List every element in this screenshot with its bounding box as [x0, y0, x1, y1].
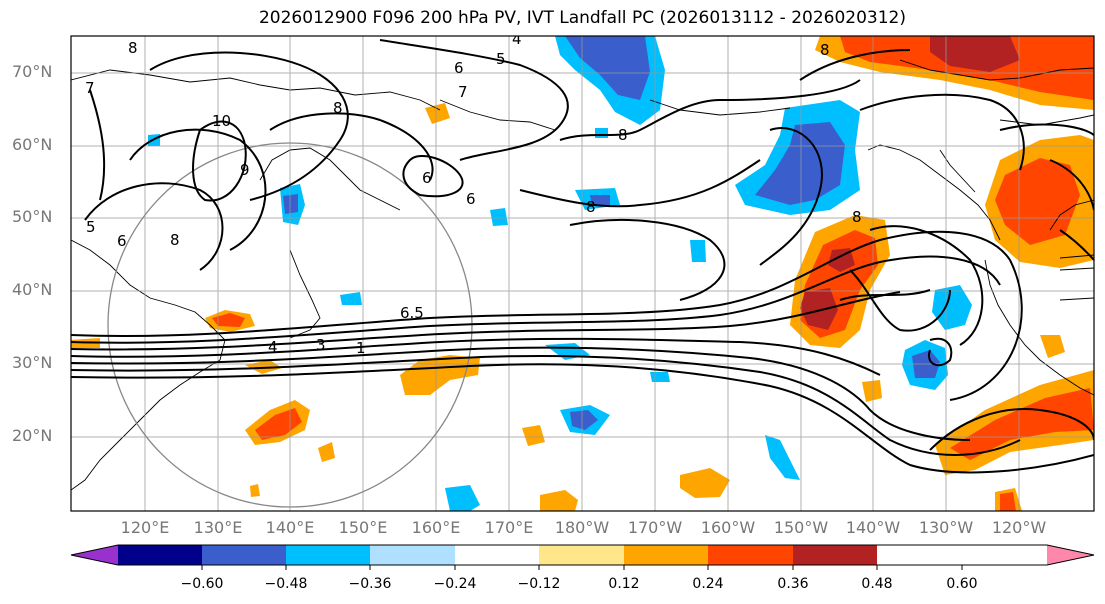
colorbar-bin: [370, 545, 455, 565]
colorbar-bin: [708, 545, 793, 565]
colorbar-tick-label: −0.48: [264, 576, 308, 592]
colorbar-bin: [286, 545, 370, 565]
contour-label: 8: [852, 208, 862, 226]
contour-label: 6: [117, 232, 127, 250]
contour-label: 6.5: [400, 304, 424, 322]
lon-label: 130°E: [193, 518, 243, 537]
contour-label: 8: [820, 41, 830, 59]
lat-label: 60°N: [12, 135, 53, 154]
positive-anomaly-fills: [71, 36, 1094, 511]
figure-title: 2026012900 F096 200 hPa PV, IVT Landfall…: [258, 8, 906, 28]
colorbar-extend-low: [71, 545, 118, 565]
colorbar-bin: [539, 545, 624, 565]
pv-contours: [71, 39, 1094, 474]
colorbar-tick-label: 0.48: [861, 576, 893, 592]
contour-label: 6: [466, 190, 476, 208]
contour-label: 7: [85, 79, 95, 97]
lat-label: 30°N: [12, 353, 53, 372]
contour-label: 8: [128, 39, 138, 57]
contour-label: 8: [586, 198, 596, 216]
lon-label: 120°E: [120, 518, 170, 537]
lon-label: 130°W: [918, 518, 974, 537]
colorbar-bin: [793, 545, 877, 565]
colorbar-tick-label: 0.12: [608, 576, 640, 592]
colorbar-ticks: [201, 565, 963, 570]
lon-label: 170°E: [484, 518, 534, 537]
coastlines: [71, 59, 1094, 491]
colorbar-bin: [118, 545, 202, 565]
colorbar: [70, 544, 1095, 570]
gridlines: [71, 36, 1094, 511]
contour-label: 1: [356, 339, 366, 357]
colorbar-tick-label: −0.36: [348, 576, 392, 592]
lon-label: 140°W: [845, 518, 901, 537]
contour-labels: 4 5 6 7 8 8 10 9 7 6 6 8 8 5 6 8 8 8 6.5…: [85, 30, 862, 357]
colorbar-tick-label: 0.60: [946, 576, 978, 592]
lon-label: 180°W: [554, 518, 610, 537]
contour-label: 5: [86, 218, 96, 236]
contour-label: 9: [240, 161, 250, 179]
lat-label: 70°N: [12, 62, 53, 81]
lon-label: 140°E: [265, 518, 315, 537]
colorbar-tick-label: 0.36: [777, 576, 809, 592]
lon-label: 150°W: [773, 518, 829, 537]
lat-label: 40°N: [12, 280, 53, 299]
lon-label: 160°W: [700, 518, 756, 537]
colorbar-bin: [455, 545, 539, 565]
contour-label: 10: [212, 112, 231, 130]
contour-label: 4: [512, 30, 522, 48]
colorbar-outline: [70, 544, 1095, 566]
lon-label: 120°W: [991, 518, 1047, 537]
contour-label: 8: [333, 99, 343, 117]
lat-label: 50°N: [12, 207, 53, 226]
contour-label: 3: [316, 336, 326, 354]
lon-label: 150°E: [338, 518, 388, 537]
lon-label: 160°E: [411, 518, 461, 537]
contour-label: 5: [496, 50, 506, 68]
contour-label: 7: [458, 83, 468, 101]
contour-label: 6: [422, 169, 432, 187]
colorbar-tick-label: −0.12: [517, 576, 561, 592]
contour-label: 8: [618, 126, 628, 144]
contour-label: 6: [454, 59, 464, 77]
colorbar-extend-high: [1047, 545, 1094, 565]
colorbar-tick-label: −0.24: [433, 576, 477, 592]
map-frame: [70, 35, 1095, 512]
colorbar-tick-label: 0.24: [692, 576, 724, 592]
lon-label: 170°W: [627, 518, 683, 537]
colorbar-tick-label: −0.60: [180, 576, 224, 592]
contour-label: 4: [268, 338, 278, 356]
contour-label: 8: [170, 231, 180, 249]
map-area: 4 5 6 7 8 8 10 9 7 6 6 8 8 5 6 8 8 8 6.5…: [71, 30, 1094, 511]
colorbar-bin: [202, 545, 286, 565]
colorbar-bin: [624, 545, 708, 565]
lat-label: 20°N: [12, 426, 53, 445]
